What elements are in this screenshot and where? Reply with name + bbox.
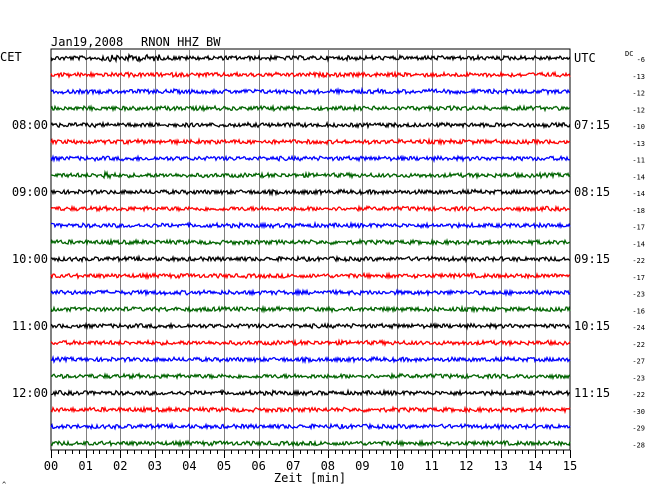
left-time-label: 09:00 [12,185,48,199]
dc-offset-label: -14 [632,240,645,248]
dc-offset-label: -30 [632,408,645,416]
x-tick-label: 01 [78,459,92,473]
trace-line [50,120,571,130]
trace-line [50,70,571,79]
right-time-label: 07:15 [574,118,610,132]
trace-line [50,86,571,97]
x-tick-label: 15 [563,459,577,473]
trace-line [50,237,571,247]
dc-offset-label: -17 [632,274,645,282]
right-time-label: 09:15 [574,252,610,266]
left-time-label: 08:00 [12,118,48,132]
x-tick-label: 02 [113,459,127,473]
right-time-label: 08:15 [574,185,610,199]
right-time-label: 11:15 [574,386,610,400]
trace-line [50,338,571,348]
x-tick-label: 05 [217,459,231,473]
dc-offset-label: -13 [632,73,645,81]
station-channel: RNON HHZ BW [141,35,221,49]
dc-offset-label: -23 [632,374,645,382]
plot-frame [50,48,571,451]
left-time-label: 11:00 [12,319,48,333]
x-tick-label: 13 [494,459,508,473]
dc-offset-label: -23 [632,291,645,299]
trace-line [50,271,571,281]
left-time-label: 12:00 [12,386,48,400]
trace-line [50,103,571,113]
dc-offset-label: -24 [632,324,645,332]
dc-offset-label: -17 [632,224,645,232]
x-tick-label: 07 [286,459,300,473]
dc-offset-label: -10 [632,123,645,131]
trace-line [50,371,571,381]
x-tick-label: 12 [459,459,473,473]
trace-line [50,321,571,331]
trace-line [50,304,571,314]
dc-offset-label: -11 [632,157,645,165]
trace-line [51,355,571,365]
trace-line [50,204,571,213]
x-tick-label: 09 [355,459,369,473]
trace-line [50,405,571,415]
trace-line [50,154,571,164]
dc-header-label: DC [625,50,633,58]
dc-offset-label: -27 [632,358,645,366]
dc-offset-label: -14 [632,173,645,181]
left-timezone-label: CET [0,50,22,64]
plot-area: -6 -13 -12 -12 -10 -13 -11 -14 -14 -18 -17 -14 -22 -1… [12,48,645,473]
dc-offset-label: -14 [632,190,645,198]
x-axis-title: Zeit [min] [274,471,346,485]
left-time-label: 10:00 [12,252,48,266]
x-tick-label: 04 [182,459,196,473]
dc-offset-label: -22 [632,341,645,349]
right-time-label: UTC [574,51,596,65]
dc-offset-label: -18 [632,207,645,215]
trace-line [51,169,571,180]
x-tick-label: 06 [251,459,265,473]
trace-line [50,438,571,448]
x-tick-label: 00 [44,459,58,473]
x-tick-label: 03 [148,459,162,473]
dc-offset-label: -29 [632,425,645,433]
corner-mark: ^ [2,481,6,489]
x-tick-label: 14 [528,459,542,473]
trace-line [50,52,571,64]
dc-offset-label: -12 [632,90,645,98]
trace-line [50,137,571,147]
trace-line [50,254,571,264]
dc-offset-label: -22 [632,257,645,265]
trace-line [50,287,571,298]
trace-line [50,421,571,431]
x-tick-label: 10 [390,459,404,473]
x-tick-label: 11 [424,459,438,473]
dc-offset-label: -12 [632,106,645,114]
record-date: Jan19,2008 [51,35,123,49]
trace-line [50,220,571,230]
trace-line [50,388,571,398]
dc-offset-label: -28 [632,441,645,449]
trace-line [50,188,571,197]
dc-offset-label: -13 [632,140,645,148]
x-tick-label: 08 [321,459,335,473]
dc-offset-label: -16 [632,307,645,315]
dc-offset-label: -22 [632,391,645,399]
right-time-label: 10:15 [574,319,610,333]
dc-offset-label: -6 [637,56,645,64]
